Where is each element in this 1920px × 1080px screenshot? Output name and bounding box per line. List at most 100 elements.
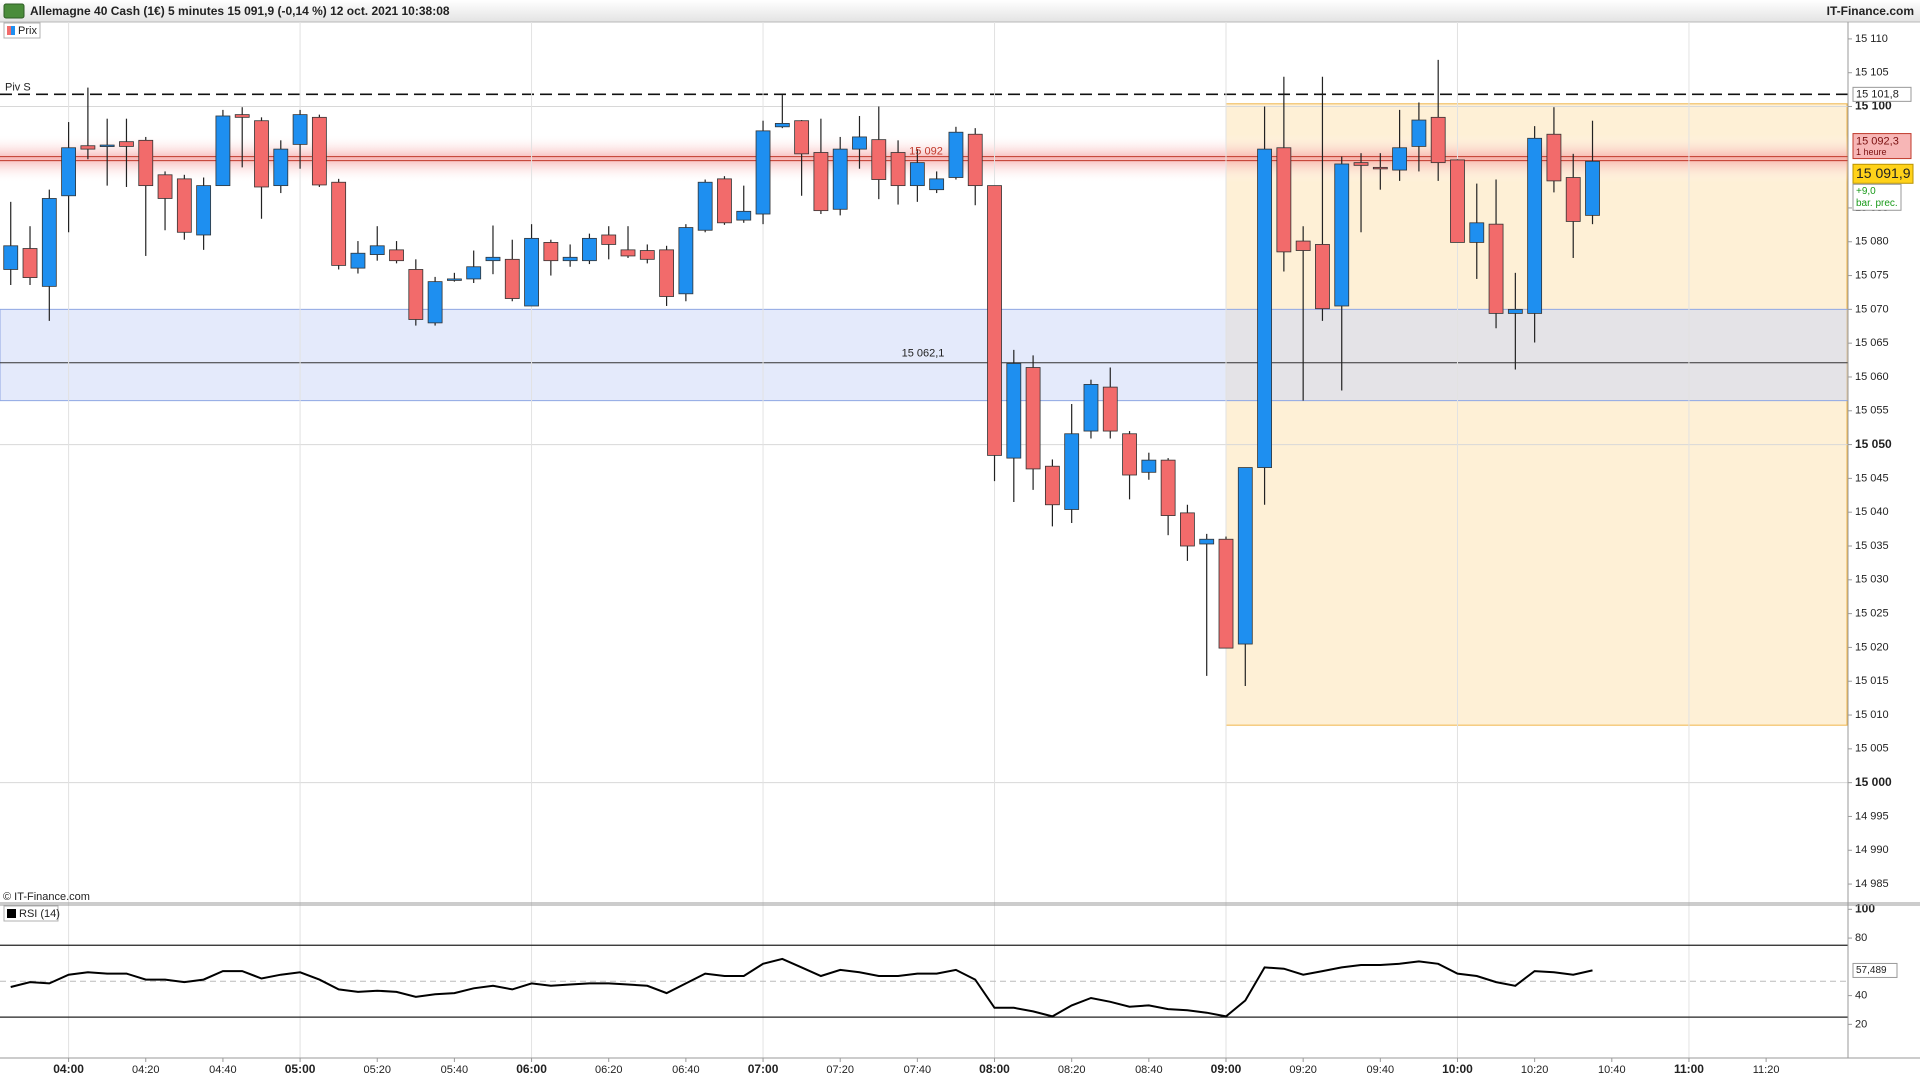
zone-level-label: 15 062,1	[902, 348, 945, 360]
y-tick-label: 15 100	[1855, 99, 1892, 113]
candle-body	[1411, 119, 1427, 147]
candle-body	[1006, 363, 1022, 459]
candle-body	[1315, 244, 1330, 310]
candle-body	[61, 147, 76, 197]
candle-body	[1180, 512, 1195, 547]
candle-body	[446, 278, 462, 281]
candle-body	[427, 281, 443, 324]
candle-body	[1218, 538, 1234, 649]
x-tick-label: 06:00	[516, 1062, 547, 1076]
candle-body	[41, 198, 57, 287]
marks-layer	[3, 59, 1600, 1018]
y-tick-label: 14 985	[1855, 878, 1889, 890]
candle-body	[909, 162, 925, 187]
candle-body	[1507, 308, 1523, 314]
candle-body	[562, 256, 578, 262]
y-tick-label: 15 060	[1855, 371, 1889, 383]
candle-body	[292, 114, 308, 145]
candle-body	[697, 181, 713, 231]
candle-body	[1527, 137, 1543, 314]
x-tick-label: 08:00	[979, 1062, 1010, 1076]
x-tick-label: 06:40	[672, 1064, 700, 1076]
y-tick-label: 15 005	[1855, 743, 1889, 755]
y-tick-label: 40	[1855, 989, 1867, 1001]
x-tick-label: 10:20	[1521, 1064, 1549, 1076]
candle-body	[601, 234, 617, 245]
candle-body	[350, 252, 366, 269]
candle-body	[543, 242, 559, 262]
candle-body	[967, 133, 983, 187]
candle-body	[1392, 147, 1408, 171]
candle-body	[1430, 116, 1446, 164]
copyright: © IT-Finance.com	[3, 891, 90, 903]
legend-icon	[7, 909, 16, 918]
y-tick-label: 15 020	[1855, 641, 1889, 653]
hour-level-chart-label: 15 092	[909, 145, 943, 157]
last-price-box	[1852, 163, 1914, 184]
candle-body	[369, 245, 385, 255]
candle-body	[639, 250, 655, 260]
y-tick-label: 15 075	[1855, 269, 1889, 281]
title-bar	[0, 0, 1920, 22]
candle-body	[774, 123, 790, 128]
legend-icon	[7, 26, 11, 35]
x-tick-label: 04:20	[132, 1064, 160, 1076]
candle-body	[1334, 163, 1350, 307]
candle-body	[1122, 433, 1137, 476]
y-tick-label: 14 990	[1855, 844, 1889, 856]
candle-body	[1295, 240, 1311, 251]
candle-body	[1199, 538, 1215, 545]
change-label: +9,0	[1856, 186, 1876, 197]
x-tick-label: 05:40	[441, 1064, 469, 1076]
candle-body	[871, 139, 887, 180]
change-box	[1852, 183, 1902, 211]
y-tick-label: 14 995	[1855, 810, 1889, 822]
candle-body	[1102, 386, 1118, 432]
hour-level-box	[1852, 133, 1912, 160]
y-tick-label: 15 050	[1855, 437, 1892, 451]
legend-icon	[11, 26, 15, 35]
last-price-label: 15 091,9	[1856, 165, 1911, 181]
candle-body	[1488, 223, 1504, 314]
candle-body	[273, 148, 289, 187]
y-tick-label: 15 010	[1855, 709, 1889, 721]
rsi-last-box	[1852, 962, 1898, 978]
candle-body	[157, 174, 173, 199]
x-tick-label: 10:00	[1442, 1062, 1473, 1076]
legend-box[interactable]	[3, 905, 59, 922]
candle-body	[813, 152, 829, 212]
x-tick-label: 05:00	[285, 1062, 316, 1076]
pivot-axis-label: 15 101,8	[1856, 88, 1899, 100]
candle-body	[485, 256, 501, 262]
x-tick-label: 08:20	[1058, 1064, 1086, 1076]
candle-body	[1237, 467, 1253, 645]
candle-body	[1276, 147, 1292, 253]
candle-body	[99, 144, 115, 147]
candle-body	[1585, 160, 1600, 216]
candle-body	[678, 227, 694, 295]
candle-body	[1565, 177, 1581, 222]
x-tick-label: 04:40	[209, 1064, 237, 1076]
candle-body	[3, 245, 19, 270]
grid-layer	[0, 22, 1852, 1062]
candle-body	[929, 178, 945, 191]
y-tick-label: 15 000	[1855, 775, 1892, 789]
candle-body	[234, 114, 250, 118]
candle-body	[1025, 367, 1041, 470]
candle-body	[215, 115, 231, 187]
candle-body	[119, 141, 134, 147]
chart-title: Allemagne 40 Cash (1€) 5 minutes 15 091,…	[30, 4, 450, 18]
candle-body	[1257, 148, 1272, 468]
candle-body	[717, 178, 732, 224]
candle-body	[620, 249, 636, 257]
y-tick-label: 15 030	[1855, 574, 1889, 586]
hour-level-period: 1 heure	[1856, 147, 1887, 157]
candle-body	[331, 181, 347, 266]
candle-body	[852, 136, 867, 150]
legend-label: RSI (14)	[19, 908, 60, 920]
candle-body	[794, 120, 810, 155]
candle-body	[659, 249, 674, 297]
y-tick-label: 15 015	[1855, 675, 1889, 687]
